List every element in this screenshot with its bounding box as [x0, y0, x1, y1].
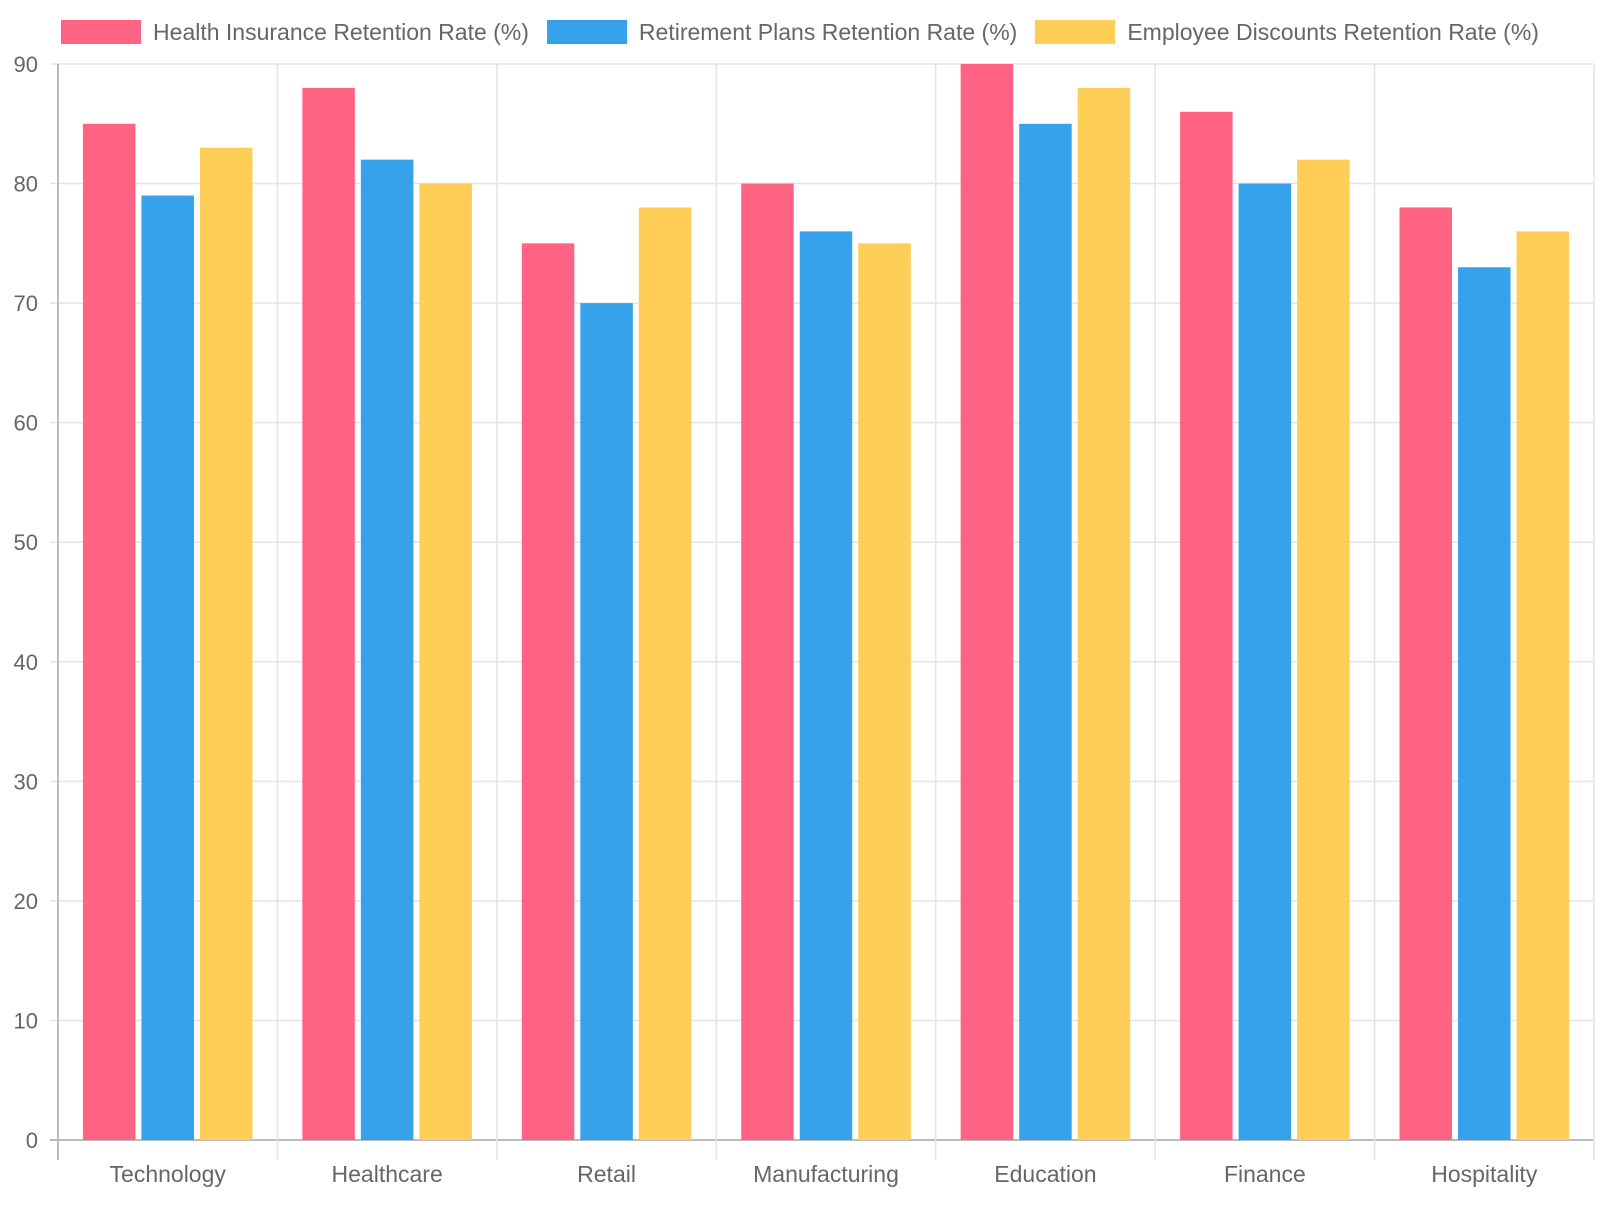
x-tick-label: Retail [577, 1161, 636, 1187]
bar-s1-c6 [1458, 267, 1511, 1140]
bar-s0-c2 [521, 243, 575, 1141]
y-tick-label: 0 [26, 1128, 38, 1153]
y-tick-label: 70 [14, 291, 38, 316]
bar-s1-c3 [799, 231, 853, 1140]
legend: Health Insurance Retention Rate (%) Reti… [0, 14, 1600, 50]
x-tick-label: Manufacturing [753, 1161, 899, 1187]
bar-s2-c4 [1077, 87, 1131, 1140]
bar-s2-c2 [638, 207, 692, 1140]
bar-s2-c3 [858, 243, 911, 1141]
bar-s2-c5 [1297, 159, 1350, 1141]
legend-swatch-retirement-plans [546, 20, 627, 44]
bar-s0-c3 [741, 183, 794, 1141]
bar-s1-c5 [1238, 183, 1292, 1141]
bar-s0-c6 [1399, 207, 1453, 1140]
legend-swatch-employee-discounts [1035, 20, 1116, 44]
legend-label-retirement-plans: Retirement Plans Retention Rate (%) [638, 18, 1018, 45]
y-tick-label: 20 [14, 889, 38, 914]
y-tick-label: 90 [14, 52, 38, 77]
bar-s2-c1 [419, 183, 472, 1141]
bar-s2-c6 [1516, 231, 1570, 1140]
x-tick-label: Technology [110, 1161, 227, 1187]
y-tick-label: 30 [14, 769, 38, 794]
x-tick-label: Finance [1224, 1161, 1306, 1187]
bar-s0-c0 [82, 123, 136, 1141]
bar-s0-c1 [302, 87, 355, 1140]
bar-s1-c2 [580, 303, 633, 1141]
bar-s0-c4 [960, 64, 1014, 1140]
legend-label-employee-discounts: Employee Discounts Retention Rate (%) [1127, 18, 1539, 45]
y-tick-label: 10 [14, 1008, 38, 1033]
y-tick-label: 80 [14, 172, 38, 197]
legend-swatch-health-insurance [61, 20, 142, 44]
legend-item-retirement-plans[interactable]: Retirement Plans Retention Rate (%) [546, 18, 1018, 46]
x-tick-label: Education [994, 1161, 1096, 1187]
x-tick-label: Hospitality [1431, 1161, 1538, 1187]
bar-s1-c0 [141, 195, 194, 1140]
legend-label-health-insurance: Health Insurance Retention Rate (%) [153, 18, 529, 45]
y-tick-label: 50 [14, 530, 38, 555]
y-tick-label: 60 [14, 411, 38, 436]
bar-s2-c0 [199, 147, 253, 1140]
y-tick-label: 40 [14, 650, 38, 675]
legend-item-health-insurance[interactable]: Health Insurance Retention Rate (%) [61, 19, 529, 46]
bar-s1-c4 [1019, 123, 1072, 1141]
x-tick-label: Healthcare [332, 1161, 443, 1187]
legend-item-employee-discounts[interactable]: Employee Discounts Retention Rate (%) [1035, 19, 1539, 46]
bar-s1-c1 [360, 159, 414, 1141]
bar-s0-c5 [1180, 111, 1233, 1140]
